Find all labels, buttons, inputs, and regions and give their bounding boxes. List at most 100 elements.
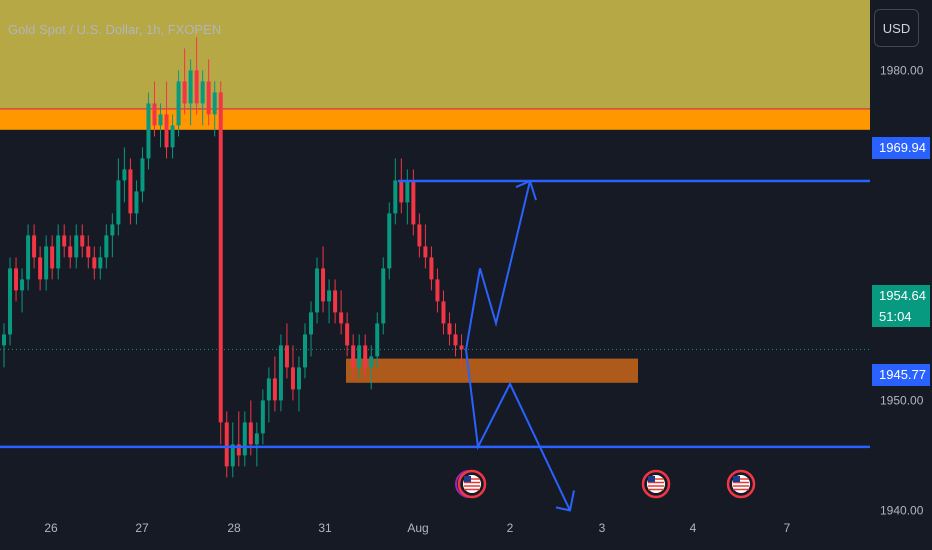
bullish-path[interactable] (465, 180, 531, 350)
us-flag-event-aug3[interactable] (641, 469, 671, 499)
supply-zone[interactable] (0, 0, 870, 109)
candle-body (363, 345, 368, 368)
candle-body (98, 257, 103, 269)
candle-body (339, 312, 344, 324)
candle-body (351, 345, 356, 368)
candle-body (459, 345, 464, 350)
candle-body (260, 400, 265, 434)
bullish-arrowhead (515, 179, 537, 201)
candle-body (74, 235, 79, 258)
candle-body (62, 235, 67, 247)
us-flag-event-aug1[interactable] (455, 469, 487, 499)
candle-body (393, 180, 398, 214)
candle-body (405, 180, 410, 203)
support-zone[interactable] (346, 358, 638, 383)
candle-body (38, 257, 43, 280)
line-label-1969: 1969.94 (872, 137, 930, 159)
candle-body (435, 279, 440, 302)
x-tick-label: 7 (784, 521, 791, 535)
candle-body (327, 290, 332, 302)
candle-body (194, 70, 199, 104)
candle-body (303, 334, 307, 368)
candle-body (134, 191, 139, 214)
candle-body (333, 290, 338, 313)
candle-body (32, 235, 37, 258)
bearish-arrowhead (555, 490, 575, 512)
x-tick-label: Aug (407, 521, 428, 535)
candle-body (86, 246, 91, 258)
candle-body (429, 257, 434, 280)
candle-body (254, 433, 259, 445)
x-tick-label: 28 (227, 521, 241, 535)
candle-body (50, 246, 55, 269)
candle-body (218, 92, 223, 423)
us-flag-event-aug4[interactable] (726, 469, 756, 499)
candle-body (387, 213, 392, 269)
candle-body (122, 169, 127, 181)
x-tick-label: 26 (44, 521, 58, 535)
candle-body (200, 81, 205, 104)
candle-body (447, 323, 452, 335)
candle-body (92, 257, 97, 269)
candle-body (212, 92, 217, 115)
candle-body (14, 268, 19, 291)
candle-body (230, 444, 235, 467)
candle-body (309, 312, 314, 335)
x-tick-label: 27 (135, 521, 149, 535)
y-tick-label: 1980.00 (880, 63, 924, 77)
candle-body (56, 235, 61, 269)
line-label-1945: 1945.77 (872, 364, 930, 386)
candle-body (2, 334, 6, 346)
candle-body (146, 103, 151, 159)
candle-body (128, 169, 133, 214)
candle-body (158, 114, 163, 126)
candle-body (248, 422, 253, 445)
x-tick-label: 2 (507, 521, 514, 535)
candle-body (411, 180, 416, 225)
candle-body (357, 345, 362, 368)
x-tick-label: 3 (599, 521, 606, 535)
candle-body (284, 345, 289, 368)
candle-body (441, 301, 446, 324)
candle-body (242, 422, 247, 456)
candle-body (399, 180, 404, 203)
candle-body (369, 356, 374, 368)
candle-body (417, 224, 422, 247)
candle-body (290, 367, 295, 390)
candle-body (110, 224, 115, 236)
bearish-path[interactable] (465, 349, 571, 511)
candle-body (80, 235, 85, 247)
currency-button[interactable]: USD (874, 9, 919, 47)
candle-body (224, 422, 229, 467)
candle-body (140, 158, 145, 192)
candle-body (44, 246, 49, 280)
candle-body (164, 114, 169, 148)
candle-body (206, 81, 211, 115)
candle-body (321, 268, 326, 302)
candle-body (20, 279, 25, 291)
x-tick-label: 4 (690, 521, 697, 535)
y-tick-label: 1950.00 (880, 393, 924, 407)
candle-body (453, 334, 458, 346)
candle-body (315, 268, 320, 313)
candle-body (8, 268, 13, 335)
candle-body (176, 81, 181, 126)
candle-body (104, 235, 109, 258)
candle-body (266, 378, 271, 401)
candle-body (375, 323, 380, 357)
candle-body (182, 81, 187, 104)
candle-body (272, 378, 277, 401)
chart-title: Gold Spot / U.S. Dollar, 1h, FXOPEN (8, 22, 222, 37)
last-price-label: 1954.64 (872, 285, 930, 307)
resistance-band[interactable] (0, 108, 870, 130)
candle-body (423, 246, 428, 258)
x-tick-label: 31 (318, 521, 332, 535)
candle-body (296, 367, 301, 390)
candle-body (68, 246, 73, 258)
candle-body (152, 103, 157, 126)
y-tick-label: 1940.00 (880, 503, 924, 517)
candle-body (236, 444, 241, 456)
candle-body (26, 235, 31, 280)
